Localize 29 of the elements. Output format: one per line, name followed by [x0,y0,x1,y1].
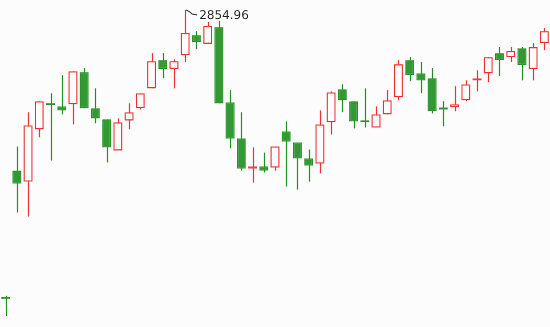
candlestick [517,46,526,82]
candlestick [484,56,493,83]
candlestick [292,142,302,190]
candlestick [405,56,414,82]
candlestick [416,61,426,94]
candlestick [192,30,201,50]
candlestick [158,52,168,79]
candlestick [136,92,145,110]
candlestick [259,152,268,174]
candlestick [57,74,66,115]
candlestick [349,100,358,130]
candlestick [248,146,258,184]
candlestick [282,120,291,188]
candlestick [338,84,347,113]
candlestick [461,80,470,102]
annotation: 2854.96 [199,8,249,22]
candlestick [203,21,212,45]
candlestick [270,146,280,172]
candlestick [90,88,100,124]
candlestick [450,86,460,112]
candlestick [528,42,538,82]
candlestick [124,102,134,130]
candlestick [495,46,504,77]
candlestick [12,146,22,214]
candlestick [438,100,448,127]
candlestick [506,46,516,63]
candlestick [304,148,314,182]
candlestick [180,9,190,63]
candlestick [169,58,178,89]
